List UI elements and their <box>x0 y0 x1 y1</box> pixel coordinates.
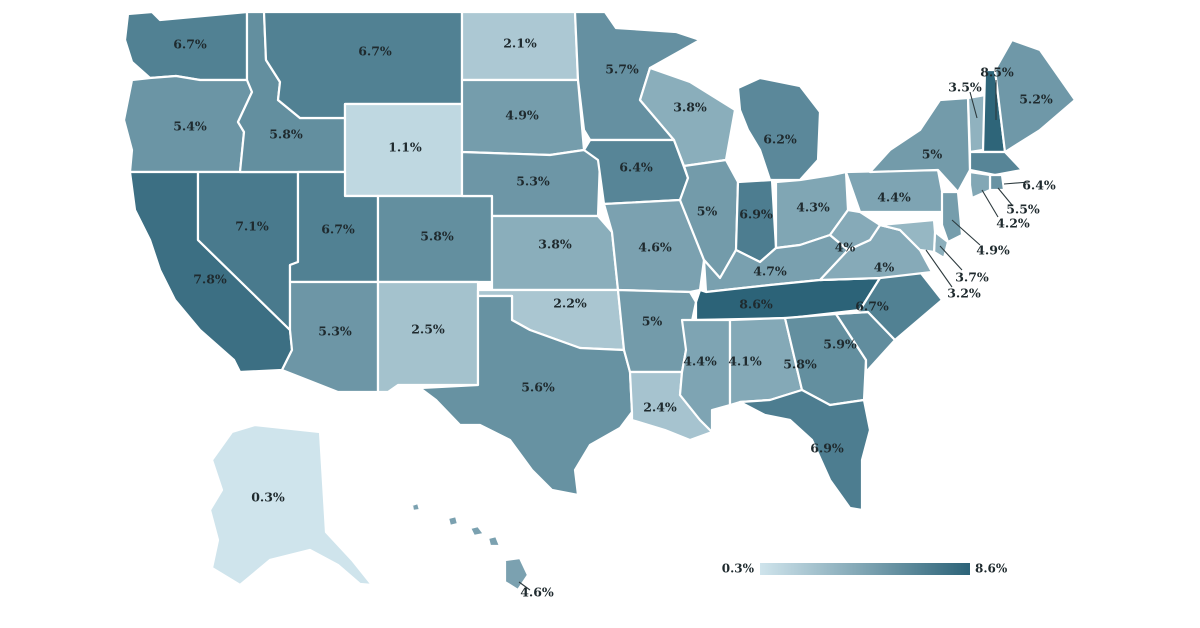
state-label-ok: 2.2% <box>553 296 587 311</box>
state-label-ia: 6.4% <box>619 160 653 175</box>
state-label-ks: 3.8% <box>538 237 572 252</box>
states-layer <box>122 10 1077 592</box>
state-label-wa: 6.7% <box>173 37 207 52</box>
state-label-va: 4% <box>874 260 895 275</box>
state-label-tx: 5.6% <box>521 380 555 395</box>
state-label-in: 6.9% <box>739 207 773 222</box>
state-ri[interactable] <box>988 173 1006 192</box>
state-mt[interactable] <box>262 10 464 120</box>
state-ks[interactable] <box>490 214 620 292</box>
state-label-ut: 6.7% <box>321 222 355 237</box>
state-label-hi: 4.6% <box>520 585 554 600</box>
leader-line-de <box>939 245 963 271</box>
state-nj[interactable] <box>940 190 964 244</box>
leader-line-hi <box>518 581 531 591</box>
state-md[interactable] <box>878 218 937 254</box>
state-label-il: 5% <box>697 204 718 219</box>
state-label-ca: 7.8% <box>193 272 227 287</box>
state-nc[interactable] <box>818 270 944 342</box>
state-label-la: 2.4% <box>643 400 677 415</box>
state-label-nc: 6.7% <box>855 299 889 314</box>
state-label-ga: 5.8% <box>783 357 817 372</box>
state-label-ms: 4.4% <box>683 354 717 369</box>
state-label-sd: 4.9% <box>505 108 539 123</box>
leader-line-ma <box>1003 181 1030 185</box>
state-label-ma: 6.4% <box>1022 178 1056 193</box>
state-label-ky: 4.7% <box>753 264 787 279</box>
state-label-ar: 5% <box>642 314 663 329</box>
state-label-nv: 7.1% <box>235 219 269 234</box>
state-label-nh: 8.5% <box>980 65 1014 80</box>
state-label-sc: 5.9% <box>823 337 857 352</box>
state-label-nd: 2.1% <box>503 36 537 51</box>
state-label-ct: 4.2% <box>996 216 1030 231</box>
legend-min-label: 0.3% <box>722 562 755 576</box>
state-ct[interactable] <box>968 170 992 200</box>
legend-max-label: 8.6% <box>975 562 1008 576</box>
state-label-ri: 5.5% <box>1006 202 1040 217</box>
state-nm[interactable] <box>376 280 480 394</box>
state-label-vt: 3.5% <box>948 80 982 95</box>
state-label-tn: 8.6% <box>739 297 773 312</box>
state-label-az: 5.3% <box>318 324 352 339</box>
state-ak[interactable] <box>208 423 374 587</box>
state-label-wi: 3.8% <box>673 100 707 115</box>
state-label-ak: 0.3% <box>251 490 285 505</box>
state-label-or: 5.4% <box>173 119 207 134</box>
state-label-md: 3.2% <box>947 286 981 301</box>
state-label-ne: 5.3% <box>516 174 550 189</box>
state-label-wv: 4% <box>835 240 856 255</box>
state-hi[interactable] <box>410 501 530 592</box>
state-label-mt: 6.7% <box>358 44 392 59</box>
state-label-fl: 6.9% <box>810 441 844 456</box>
state-label-mn: 5.7% <box>605 62 639 77</box>
state-ma[interactable] <box>968 150 1024 177</box>
state-label-nm: 2.5% <box>411 322 445 337</box>
state-label-ny: 5% <box>922 147 943 162</box>
state-label-co: 5.8% <box>420 229 454 244</box>
color-legend: 0.3% 8.6% <box>722 562 1008 576</box>
leader-line-md <box>925 249 953 288</box>
state-label-pa: 4.4% <box>877 190 911 205</box>
state-tx[interactable] <box>418 294 634 497</box>
state-label-oh: 4.3% <box>796 200 830 215</box>
state-label-nj: 4.9% <box>976 243 1010 258</box>
leader-line-ct <box>981 189 999 218</box>
state-label-mo: 4.6% <box>638 240 672 255</box>
state-label-me: 5.2% <box>1019 92 1053 107</box>
leader-lines <box>518 80 1030 591</box>
state-label-mi: 6.2% <box>763 132 797 147</box>
state-label-de: 3.7% <box>955 270 989 285</box>
state-label-al: 4.1% <box>728 354 762 369</box>
state-mi[interactable] <box>736 76 822 182</box>
leader-line-nj <box>951 219 981 246</box>
state-label-id: 5.8% <box>269 127 303 142</box>
leader-line-ri <box>997 187 1013 206</box>
legend-gradient-bar <box>760 563 970 575</box>
state-label-wy: 1.1% <box>388 140 422 155</box>
state-fl[interactable] <box>738 388 872 512</box>
leader-line-vt <box>969 91 978 119</box>
state-labels: 6.7% 5.4% 7.8% 5.8% 7.1% 6.7% 1.1% 6.7% 5.3% 5.8%… <box>173 36 1056 600</box>
